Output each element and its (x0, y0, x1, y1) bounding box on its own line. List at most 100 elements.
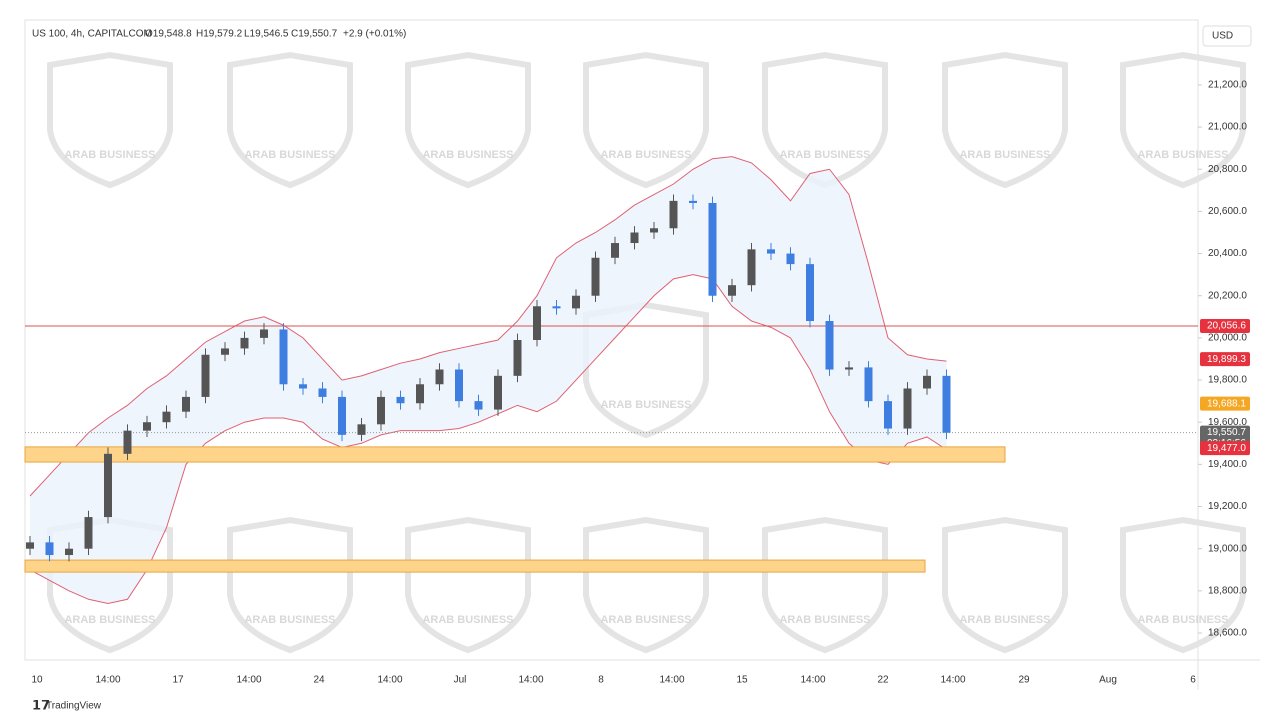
candle-body (299, 384, 307, 389)
candle-body (162, 411, 171, 423)
candle-body (221, 348, 229, 355)
x-tick-label: Jul (454, 675, 467, 686)
watermark-text: ARAB BUSINESS (959, 614, 1050, 626)
candle-body (825, 321, 834, 370)
x-tick-label: 17 (172, 675, 184, 686)
candle-body (806, 264, 814, 322)
currency-button[interactable] (1202, 25, 1252, 47)
candle-body (201, 354, 210, 397)
watermark-text: ARAB BUSINESS (959, 149, 1050, 161)
price-tag-label: 19,688.1 (1207, 398, 1246, 409)
candle-body (45, 542, 54, 556)
y-tick-label: 20,600.0 (1208, 206, 1247, 217)
price-tag-label: 19,477.0 (1207, 443, 1246, 454)
candle-body (123, 430, 132, 454)
x-tick-label: 14:00 (518, 675, 543, 686)
price-tag (1200, 396, 1250, 411)
y-tick-label: 21,000.0 (1208, 122, 1247, 133)
candle-body (903, 388, 912, 429)
candle-body (26, 542, 34, 549)
candle-body (494, 375, 502, 410)
candle-body (845, 367, 853, 370)
candle-body (767, 249, 775, 254)
candle-body (338, 396, 346, 435)
symbol-title: US 100, 4h, CAPITALCOM (32, 29, 152, 40)
watermark-text: ARAB BUSINESS (779, 614, 870, 626)
candle-body (591, 257, 600, 296)
x-tick-label: 22 (877, 675, 889, 686)
x-tick-label: 8 (598, 675, 604, 686)
watermark-shield (583, 516, 709, 654)
price-tag-label: 19,550.7 (1207, 427, 1246, 438)
watermark-shield (583, 301, 709, 439)
candle-body (182, 396, 190, 412)
watermark-text: ARAB BUSINESS (600, 149, 691, 161)
watermark-text: ARAB BUSINESS (244, 614, 335, 626)
x-tick-label: 14:00 (659, 675, 684, 686)
candle-body (650, 228, 658, 233)
watermark-text: ARAB BUSINESS (422, 614, 513, 626)
candle-body (416, 384, 424, 404)
watermark-shield (405, 516, 531, 654)
watermark-shield (762, 516, 888, 654)
y-tick-label: 21,200.0 (1208, 80, 1247, 91)
candle-body (747, 249, 756, 286)
watermark-shield (405, 51, 531, 189)
watermark-shield (1120, 51, 1246, 189)
watermark-text: ARAB BUSINESS (1137, 149, 1228, 161)
y-tick-label: 20,200.0 (1208, 290, 1247, 301)
watermark-text: ARAB BUSINESS (779, 149, 870, 161)
candle-body (708, 202, 717, 296)
watermark-shield (583, 51, 709, 189)
candle-body (572, 295, 580, 309)
y-tick-label: 19,200.0 (1208, 501, 1247, 512)
price-tag (1200, 441, 1250, 456)
candle-body (455, 369, 463, 402)
candle-body (669, 200, 678, 229)
watermark-shield (1120, 516, 1246, 654)
candle-body (396, 396, 405, 404)
candle-body (786, 253, 795, 265)
bollinger-lower (29, 274, 947, 605)
y-tick-label: 20,000.0 (1208, 333, 1247, 344)
candle-body (435, 369, 444, 385)
price-tag (1200, 318, 1250, 333)
watermark-shield (47, 516, 173, 654)
candle-body (143, 422, 151, 431)
ohlc-value: C19,550.7 (291, 29, 338, 40)
watermark-text: ARAB BUSINESS (244, 149, 335, 161)
band-fill (30, 156, 947, 604)
x-tick-label: 15 (736, 675, 748, 686)
watermark-text: ARAB BUSINESS (64, 149, 155, 161)
candle-body (260, 329, 268, 338)
watermark-shield (942, 51, 1068, 189)
watermark-text: ARAB BUSINESS (64, 614, 155, 626)
x-tick-label: 29 (1018, 675, 1030, 686)
candle-body (884, 401, 892, 429)
candle-body (377, 396, 385, 425)
watermark-shield (762, 51, 888, 189)
y-tick-label: 19,000.0 (1208, 543, 1247, 554)
logo-mark: 𝟭𝟳 (32, 697, 50, 712)
candle-body (65, 548, 73, 556)
x-tick-label: Aug (1099, 675, 1117, 686)
x-tick-label: 14:00 (95, 675, 120, 686)
y-tick-label: 20,400.0 (1208, 248, 1247, 259)
currency[interactable]: USD (1212, 31, 1233, 42)
x-tick-label: 14:00 (236, 675, 261, 686)
watermark-shield (942, 516, 1068, 654)
candle-body (318, 388, 327, 397)
ohlc-value: H19,579.2 (196, 29, 243, 40)
candle-body (728, 285, 736, 296)
x-tick-label: 10 (31, 675, 43, 686)
x-tick-label: 14:00 (377, 675, 402, 686)
zone (24, 559, 926, 573)
ohlc-value: L19,546.5 (244, 29, 289, 40)
watermark-text: ARAB BUSINESS (422, 149, 513, 161)
x-tick-label: 6 (1190, 675, 1196, 686)
ohlc-value: +2.9 (+0.01%) (343, 29, 406, 40)
x-tick-label: 14:00 (800, 675, 825, 686)
watermark-text: ARAB BUSINESS (600, 614, 691, 626)
ohlc-value: O19,548.8 (145, 29, 192, 40)
